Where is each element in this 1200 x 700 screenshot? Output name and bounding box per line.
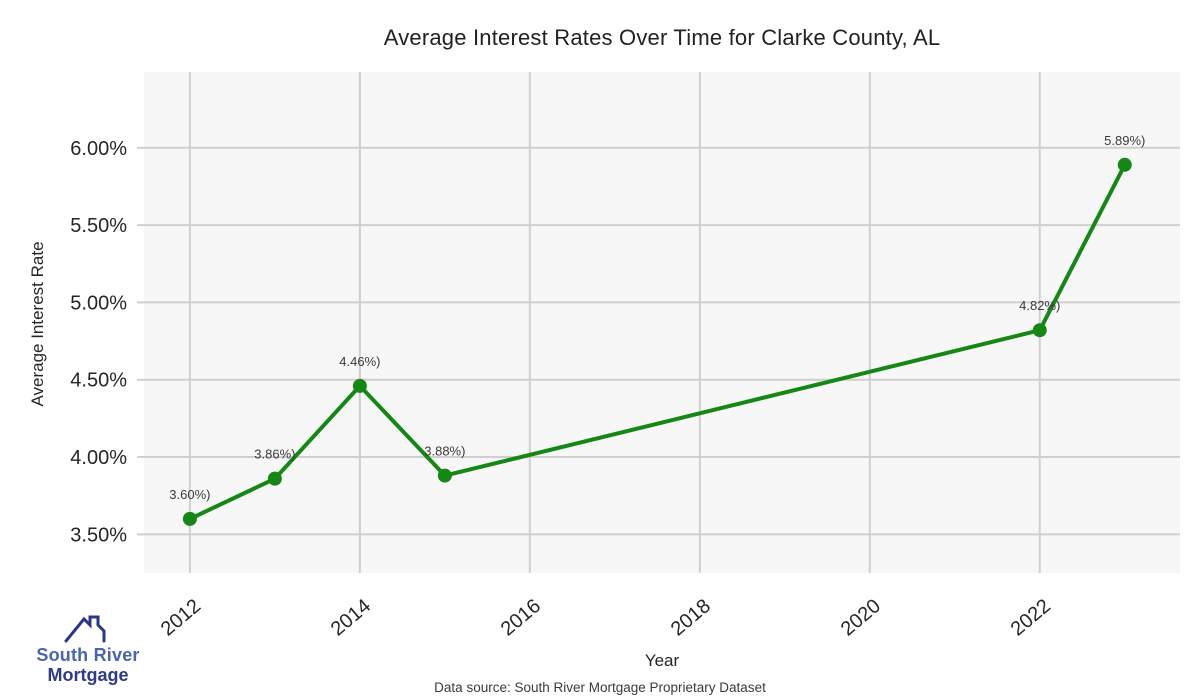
y-tick-label: 5.50% (70, 215, 127, 237)
logo-text-mortgage: Mortgage (47, 665, 129, 685)
data-point-marker (437, 468, 452, 483)
data-point-marker (267, 471, 282, 486)
y-tick-label: 5.00% (70, 292, 127, 314)
x-tick-label: 2018 (667, 595, 715, 640)
data-point-marker (1117, 157, 1132, 172)
data-point-label: 4.82%) (1019, 298, 1060, 313)
data-point-label: 4.46%) (339, 354, 380, 369)
x-axis-title: Year (644, 651, 680, 670)
x-tick-label: 2012 (157, 595, 205, 640)
data-point-label: 5.89%) (1104, 133, 1145, 148)
house-roof-icon (64, 615, 106, 643)
y-tick-label: 6.00% (70, 138, 127, 160)
y-tick-label: 4.00% (70, 447, 127, 469)
data-point-label: 3.60%) (169, 487, 210, 502)
data-point-marker (1032, 323, 1047, 338)
x-tick-label: 2022 (1007, 595, 1055, 640)
data-point-label: 3.88%) (424, 444, 465, 459)
data-point-marker (182, 511, 197, 526)
plot-background (144, 72, 1180, 573)
data-source-caption: Data source: South River Mortgage Propri… (434, 680, 766, 695)
x-tick-label: 2016 (497, 595, 545, 640)
y-tick-label: 4.50% (70, 370, 127, 392)
y-axis-title: Average Interest Rate (28, 241, 47, 407)
logo-text-south-river: South River (36, 645, 140, 665)
south-river-mortgage-logo: South River Mortgage (28, 612, 148, 685)
data-point-label: 3.86%) (254, 447, 295, 462)
y-tick-label: 3.50% (70, 524, 127, 546)
x-tick-label: 2014 (327, 595, 375, 640)
x-tick-label: 2020 (837, 595, 885, 640)
data-point-marker (352, 378, 367, 393)
interest-rate-line-series (187, 162, 1127, 521)
chart-title: Average Interest Rates Over Time for Cla… (383, 25, 941, 50)
